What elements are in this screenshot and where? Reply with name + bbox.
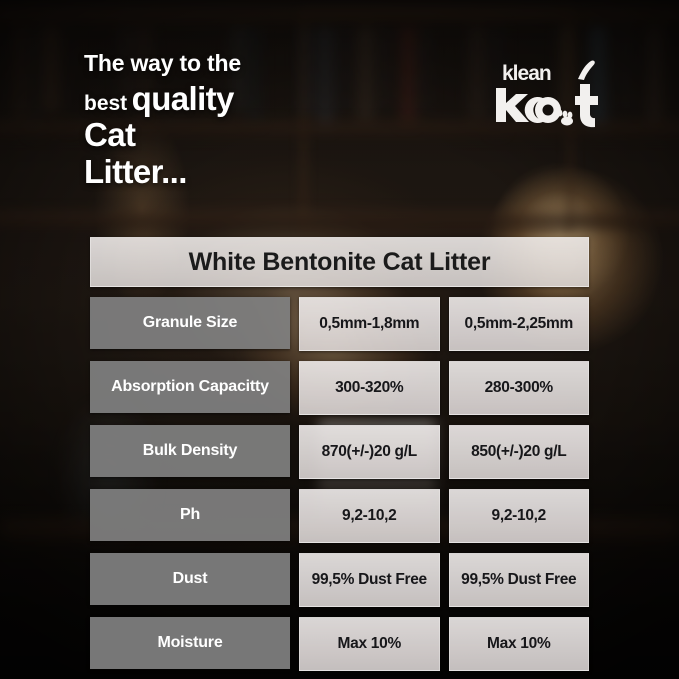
row-label-granule-size: Granule Size — [90, 297, 290, 349]
spec-table-title: White Bentonite Cat Litter — [90, 237, 589, 287]
headline-line-4: Litter... — [84, 153, 187, 190]
row-value-dust-col2: 99,5% Dust Free — [448, 553, 589, 607]
row-value-granule-size-col2: 0,5mm-2,25mm — [448, 297, 589, 351]
headline-block: The way to the best quality Cat Litter..… — [84, 50, 241, 190]
headline-line-2: best quality — [84, 82, 241, 115]
headline-line-3: Cat — [84, 116, 136, 153]
brand-logo[interactable]: klean — [488, 58, 604, 130]
row-value-absorption-capacity-col2: 280-300% — [448, 361, 589, 415]
row-label-dust: Dust — [90, 553, 290, 605]
row-value-granule-size-col1: 0,5mm-1,8mm — [299, 297, 440, 351]
row-value-bulk-density-col1: 870(+/-)20 g/L — [299, 425, 440, 479]
headline-quality-word: quality — [131, 80, 235, 117]
table-row: Ph 9,2-10,2 9,2-10,2 — [90, 489, 589, 543]
table-row: Granule Size 0,5mm-1,8mm 0,5mm-2,25mm — [90, 297, 589, 351]
row-label-ph: Ph — [90, 489, 290, 541]
row-label-moisture: Moisture — [90, 617, 290, 669]
row-label-absorption-capacity: Absorption Capacitty — [90, 361, 290, 413]
klean-kat-logo-icon: klean — [496, 60, 598, 128]
svg-text:klean: klean — [502, 62, 551, 85]
row-label-bulk-density: Bulk Density — [90, 425, 290, 477]
table-row: Bulk Density 870(+/-)20 g/L 850(+/-)20 g… — [90, 425, 589, 479]
headline-line-1: The way to the — [84, 50, 241, 76]
headline-best-word: best — [84, 92, 128, 115]
row-value-ph-col2: 9,2-10,2 — [448, 489, 589, 543]
table-row: Absorption Capacitty 300-320% 280-300% — [90, 361, 589, 415]
row-value-dust-col1: 99,5% Dust Free — [299, 553, 440, 607]
row-value-ph-col1: 9,2-10,2 — [299, 489, 440, 543]
table-row: Dust 99,5% Dust Free 99,5% Dust Free — [90, 553, 589, 607]
row-value-absorption-capacity-col1: 300-320% — [299, 361, 440, 415]
row-value-moisture-col2: Max 10% — [448, 617, 589, 671]
table-row: Moisture Max 10% Max 10% — [90, 617, 589, 671]
row-value-moisture-col1: Max 10% — [299, 617, 440, 671]
row-value-bulk-density-col2: 850(+/-)20 g/L — [448, 425, 589, 479]
spec-table: White Bentonite Cat Litter Granule Size … — [90, 237, 589, 671]
